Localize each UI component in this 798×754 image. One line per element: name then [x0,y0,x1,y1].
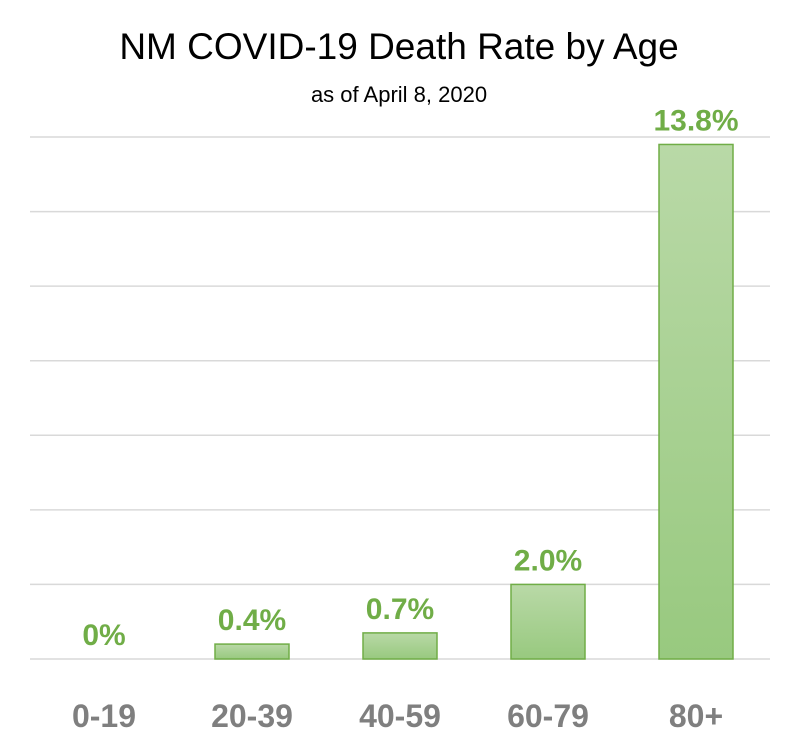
bar-60-79 [510,583,586,660]
x-tick-label-20-39: 20-39 [211,698,293,734]
bar-20-39 [214,643,290,660]
chart-title: NM COVID-19 Death Rate by Age [119,26,679,67]
bar-80+ [658,143,734,660]
gridlines [30,136,770,660]
x-tick-label-40-59: 40-59 [359,698,441,734]
data-label-0-19: 0% [82,619,125,652]
data-label-80+: 13.8% [653,104,738,137]
data-label-60-79: 2.0% [514,544,582,577]
data-label-20-39: 0.4% [218,604,286,637]
x-tick-label-80+: 80+ [669,698,723,734]
bar-40-59 [362,632,438,660]
data-label-40-59: 0.7% [366,593,434,626]
data-labels: 0% 0.4% 0.7% 2.0% 13.8% [82,104,738,652]
x-axis-tick-labels: 0-19 20-39 40-59 60-79 80+ [72,698,723,734]
x-tick-label-60-79: 60-79 [507,698,589,734]
x-tick-label-0-19: 0-19 [72,698,136,734]
chart-subtitle: as of April 8, 2020 [310,82,488,107]
bars [214,143,734,660]
